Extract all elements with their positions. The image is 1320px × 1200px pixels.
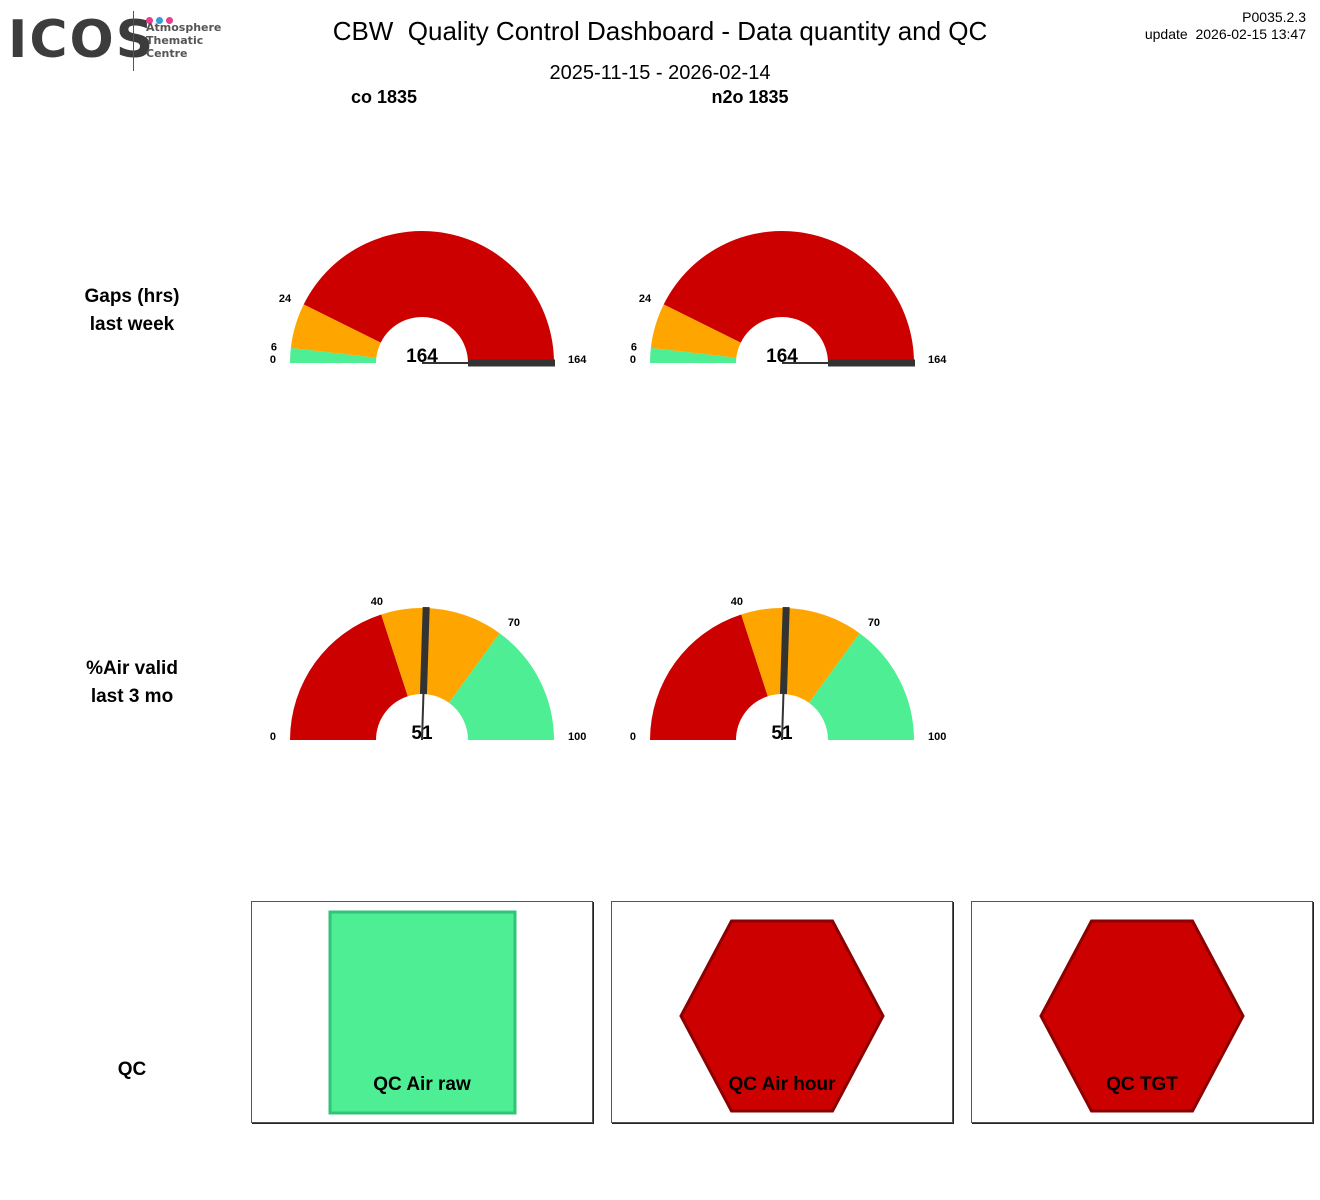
- page-title: CBW Quality Control Dashboard - Data qua…: [332, 16, 988, 46]
- gauge-tick-label: 0: [270, 354, 276, 366]
- gauge-value-label: 164: [766, 346, 798, 367]
- gauge-band-bad: [303, 230, 554, 363]
- logo-line: Atmosphere: [146, 21, 222, 34]
- gauge-tick-label: 70: [868, 617, 880, 629]
- gauge-band-bad: [663, 231, 914, 363]
- gauge-band-bad: [290, 614, 408, 740]
- column-title-n2o: n2o 1835: [711, 87, 789, 107]
- gauge-band-good: [290, 347, 377, 363]
- gauge-needle-bar: [419, 606, 430, 695]
- gauge-value-label: 51: [411, 723, 433, 744]
- gauge-tick-label: 0: [630, 731, 636, 743]
- logo-divider: [133, 11, 134, 71]
- gauge-band-bad: [650, 614, 768, 740]
- date-range: 2025-11-15 - 2026-02-14: [549, 62, 771, 84]
- row-label-line: last 3 mo: [90, 686, 174, 707]
- row-label-line: %Air valid: [86, 658, 178, 679]
- gauge-tick-label: 40: [731, 596, 743, 608]
- logo-line: Thematic: [146, 34, 204, 47]
- row-label-line: last week: [89, 314, 175, 335]
- gauge: 06 24 164 164: [270, 230, 587, 367]
- logo-dot: [146, 17, 153, 24]
- qc-panel-tgt: QC TGT: [971, 901, 1313, 1123]
- logo-dot: [166, 17, 173, 24]
- gauge: 06 24 164 164: [630, 231, 947, 367]
- qc-panel-air-hour: QC Air hour: [611, 901, 953, 1123]
- qc-indicator-shape: [328, 910, 517, 1115]
- gauge-band-warn: [290, 304, 381, 358]
- qc-indicator-shape: [679, 919, 885, 1113]
- qc-indicator-shape: [1039, 919, 1245, 1113]
- qc-label: QC TGT: [1106, 1074, 1178, 1095]
- gauge: 0 40 70 100 51: [630, 596, 946, 744]
- gauge-band-warn: [741, 608, 860, 703]
- logo-dot: [156, 17, 163, 24]
- qc-status-hexagon: [679, 919, 885, 1113]
- row-label-gaps: Gaps (hrs) last week: [22, 283, 242, 339]
- gauge-needle-bar: [779, 606, 790, 695]
- gauge-value-label: 164: [406, 346, 438, 367]
- row-label-line: Gaps (hrs): [84, 286, 180, 307]
- gauge-tick-label: 6: [631, 341, 637, 353]
- gauge-tick-label: 164: [568, 354, 587, 366]
- qc-panel-air-raw: QC Air raw: [251, 901, 593, 1123]
- gauge-needle: [421, 691, 425, 741]
- column-title-co: co 1835: [350, 87, 418, 107]
- gauge-value-label: 51: [771, 723, 793, 744]
- gauge-band-good: [449, 633, 554, 740]
- gauge-band-good: [809, 633, 914, 740]
- gauge-band-warn: [381, 608, 500, 703]
- gauge-tick-label: 6: [271, 341, 277, 353]
- qc-label: QC Air raw: [373, 1074, 471, 1095]
- gauge-tick-label: 164: [928, 354, 947, 366]
- logo-line: Centre: [146, 47, 188, 60]
- gauge: 0 40 70 100 51: [270, 596, 586, 744]
- qc-label: QC Air hour: [728, 1074, 836, 1095]
- gauge-tick-label: 100: [928, 731, 946, 743]
- gauge-tick-label: 0: [270, 731, 276, 743]
- qc-status-square: [328, 910, 517, 1115]
- gauge-tick-label: 24: [639, 293, 652, 305]
- logo-dots: [146, 11, 176, 29]
- row-label-qc: QC: [22, 1056, 242, 1084]
- gauge-tick-label: 70: [508, 617, 520, 629]
- qc-status-hexagon: [1039, 919, 1245, 1113]
- gauge-tick-label: 24: [279, 293, 292, 305]
- gauge-needle: [781, 691, 785, 741]
- row-label-line: QC: [117, 1059, 147, 1080]
- icos-logo-wordmark: ICOS: [8, 10, 156, 70]
- logo-subtitle: Atmosphere Thematic Centre: [146, 21, 221, 60]
- gauge-tick-label: 40: [371, 596, 383, 608]
- update-timestamp: update 2026-02-15 13:47: [1144, 26, 1306, 42]
- gauge-tick-label: 100: [568, 731, 586, 743]
- row-label-air-valid: %Air valid last 3 mo: [22, 655, 242, 711]
- gauge-band-warn: [650, 304, 741, 358]
- gauge-tick-label: 0: [630, 354, 636, 366]
- version-label: P0035.2.3: [1242, 9, 1306, 25]
- gauge-band-good: [650, 347, 737, 363]
